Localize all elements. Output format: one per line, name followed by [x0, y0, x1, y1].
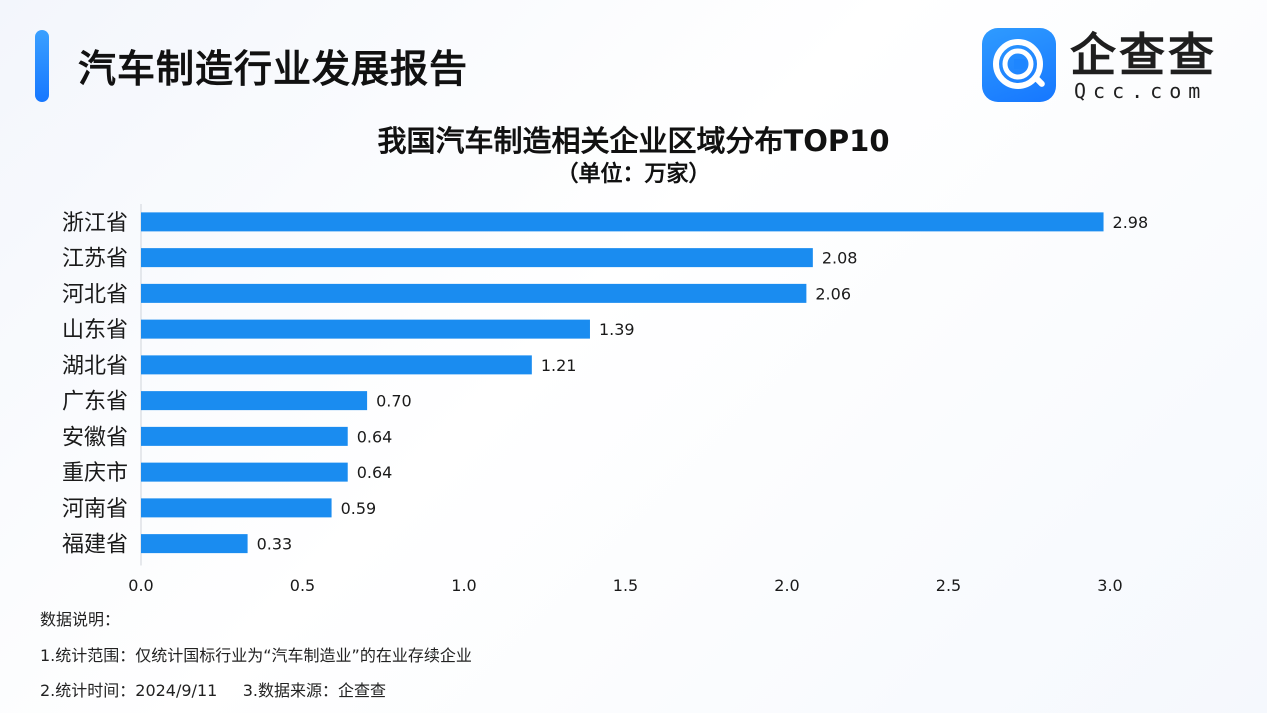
bar: [141, 212, 1104, 232]
bar: [141, 534, 248, 554]
qcc-logo: 企查查 Qcc.com: [982, 28, 1232, 104]
notes-time-source: 2.统计时间：2024/9/11 3.数据来源：企查查: [40, 681, 387, 700]
bar: [141, 355, 532, 375]
data-label: 2.08: [822, 249, 858, 268]
category-label: 江苏省: [62, 247, 128, 272]
bar: [141, 319, 590, 339]
report-title: 汽车制造行业发展报告: [78, 47, 469, 91]
category-label: 福建省: [62, 533, 128, 558]
data-label: 0.64: [357, 427, 393, 446]
data-label: 0.59: [341, 499, 377, 518]
qcc-logo-subtext: Qcc.com: [1074, 79, 1208, 103]
x-tick-label: 0.5: [290, 576, 315, 595]
category-label: 重庆市: [62, 461, 128, 486]
chart-title: 我国汽车制造相关企业区域分布TOP10: [377, 124, 890, 158]
bar: [141, 426, 348, 446]
category-label: 广东省: [62, 390, 128, 415]
x-tick-label: 1.0: [451, 576, 476, 595]
x-tick-label: 2.0: [774, 576, 799, 595]
category-label: 河南省: [62, 497, 128, 522]
data-label: 2.06: [815, 284, 851, 303]
x-tick-label: 1.5: [613, 576, 638, 595]
category-label: 安徽省: [62, 425, 128, 450]
data-label: 1.21: [541, 356, 577, 375]
bar: [141, 248, 813, 268]
data-label: 0.64: [357, 463, 393, 482]
data-label: 0.33: [257, 535, 293, 554]
bar: [141, 462, 348, 482]
bar: [141, 283, 807, 303]
notes-scope: 1.统计范围：仅统计国标行业为“汽车制造业”的在业存续企业: [40, 646, 472, 665]
x-tick-label: 3.0: [1097, 576, 1122, 595]
bar: [141, 391, 368, 411]
data-label: 1.39: [599, 320, 635, 339]
data-label: 2.98: [1113, 213, 1149, 232]
chart-subtitle: （单位：万家）: [556, 162, 711, 187]
data-label: 0.70: [376, 392, 412, 411]
category-label: 山东省: [62, 318, 128, 343]
category-label: 湖北省: [62, 354, 128, 379]
x-tick-label: 2.5: [936, 576, 961, 595]
qcc-logo-icon: [982, 28, 1056, 102]
notes-heading: 数据说明：: [40, 610, 121, 629]
title-accent-bar: [35, 30, 49, 102]
category-label: 河北省: [62, 282, 128, 307]
x-tick-label: 0.0: [128, 576, 153, 595]
bar: [141, 498, 332, 518]
bar-chart: 浙江省 2.98 江苏省 2.08 河北省 2.06 山东省 1.39 湖北省 1.21 广东省 0.…: [62, 204, 1149, 595]
qcc-logo-text: 企查查: [1070, 28, 1217, 82]
category-label: 浙江省: [62, 211, 128, 236]
